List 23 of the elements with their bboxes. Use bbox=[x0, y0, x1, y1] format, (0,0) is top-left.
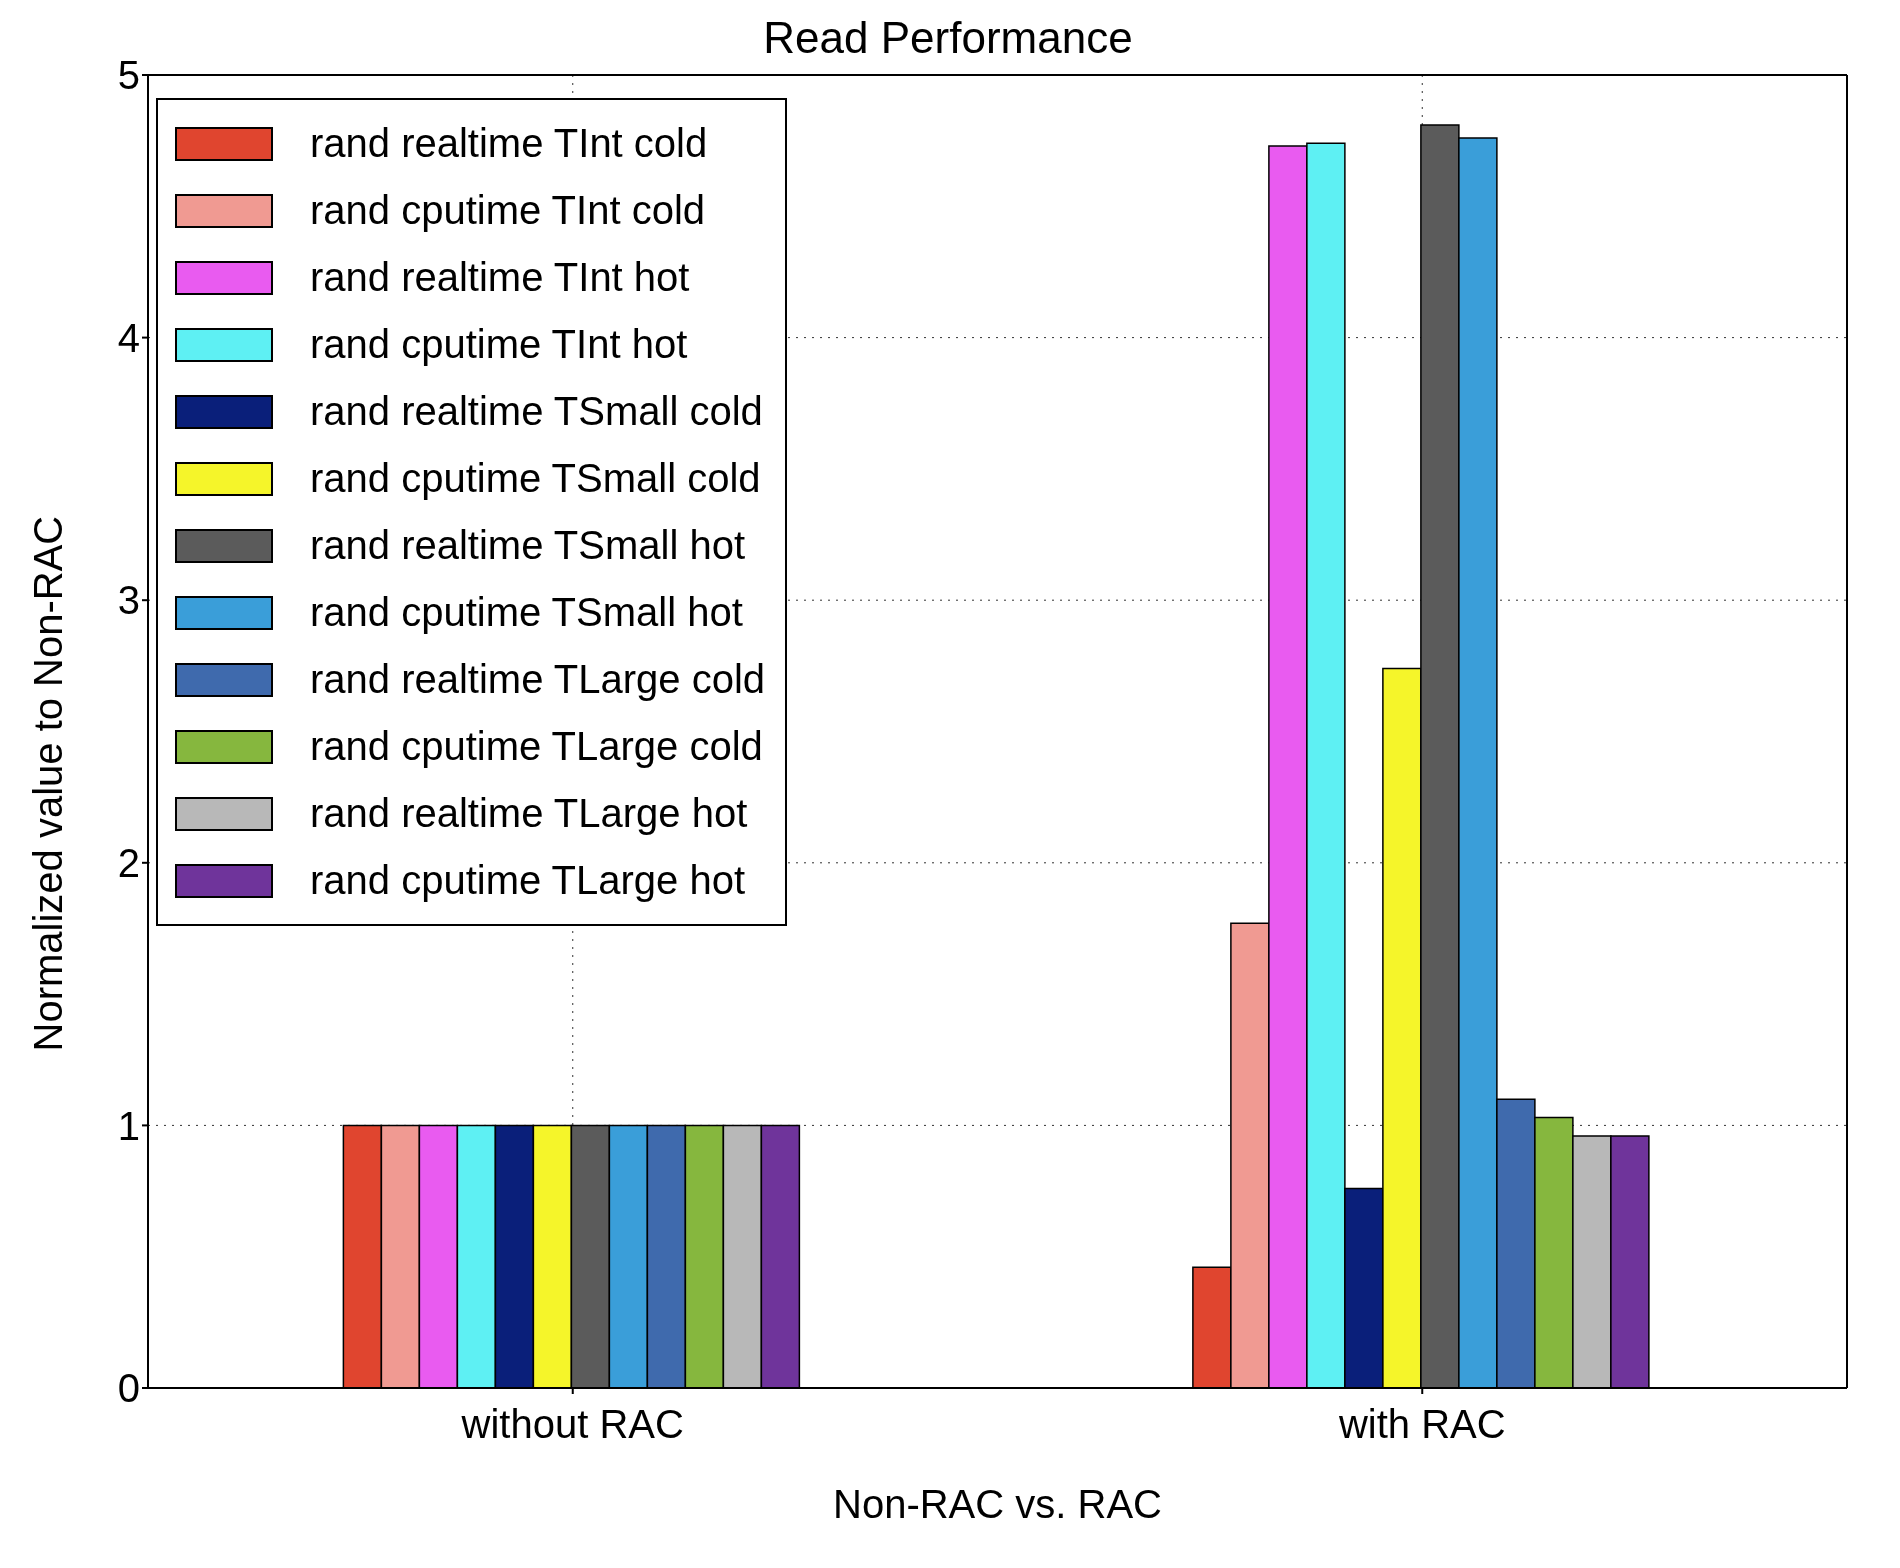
x-axis-title: Non-RAC vs. RAC bbox=[833, 1482, 1162, 1526]
legend-label: rand cputime TInt hot bbox=[310, 322, 688, 367]
y-tick-label: 1 bbox=[117, 1103, 140, 1148]
chart-title: Read Performance bbox=[763, 13, 1133, 62]
legend-label: rand realtime TSmall cold bbox=[310, 389, 763, 434]
legend-label: rand realtime TSmall hot bbox=[310, 523, 745, 568]
y-tick-label: 2 bbox=[117, 841, 140, 885]
y-tick-label: 3 bbox=[117, 578, 140, 623]
y-axis-title: Normalized value to Non-RAC bbox=[26, 515, 71, 1052]
y-tick-label: 5 bbox=[117, 53, 140, 98]
y-tick-label: 0 bbox=[117, 1366, 140, 1411]
legend-label: rand cputime TInt cold bbox=[310, 188, 706, 233]
x-tick-label: with RAC bbox=[1337, 1402, 1506, 1447]
legend-label: rand realtime TLarge hot bbox=[310, 791, 748, 836]
legend-label: rand realtime TLarge cold bbox=[310, 657, 766, 702]
x-tick-label: without RAC bbox=[460, 1402, 684, 1447]
legend-label: rand realtime TInt hot bbox=[310, 255, 690, 300]
legend-label: rand cputime TLarge cold bbox=[310, 724, 763, 769]
legend-label: rand cputime TLarge hot bbox=[310, 858, 746, 903]
legend-label: rand realtime TInt cold bbox=[310, 121, 708, 166]
legend-label: rand cputime TSmall cold bbox=[310, 456, 761, 501]
y-tick-label: 4 bbox=[117, 315, 140, 360]
legend-label: rand cputime TSmall hot bbox=[310, 590, 743, 635]
